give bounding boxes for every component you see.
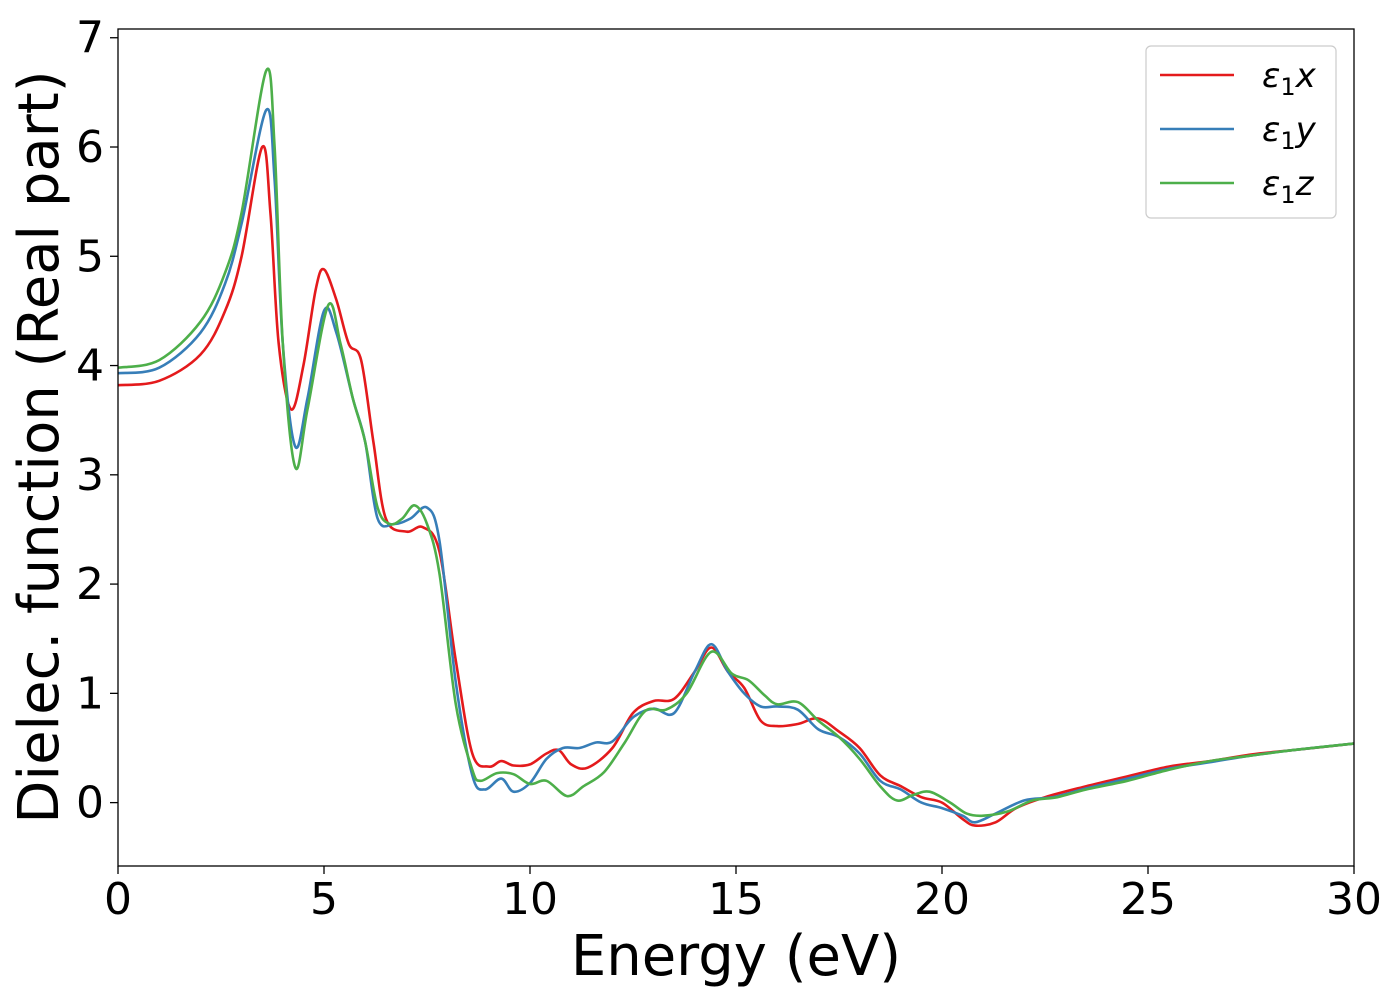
y-tick-label: 7 [76,13,104,64]
plot-frame [117,28,1355,867]
series-line-x [118,144,1354,828]
x-tick-label: 30 [1326,874,1382,925]
y-tick-label: 6 [76,122,104,173]
x-tick-label: 5 [310,874,338,925]
y-tick-label: 3 [76,450,104,501]
axis-ticks: 0 5 10 15 20 25 30 0 1 2 3 4 5 6 7 [76,13,1382,925]
x-tick-label: 15 [708,874,764,925]
y-tick-label: 0 [76,778,104,829]
legend: ε1x ε1y ε1z [1145,45,1337,219]
series-lines [118,67,1354,828]
x-tick-label: 25 [1120,874,1176,925]
x-tick-label: 10 [502,874,558,925]
legend-entries: ε1x ε1y ε1z [1160,56,1317,209]
y-axis-label: Dielec. function (Real part) [7,70,72,823]
y-tick-label: 4 [76,341,104,392]
x-axis-label: Energy (eV) [571,924,901,989]
legend-box [1145,45,1337,219]
x-tick-label: 20 [914,874,970,925]
legend-label-z: ε1z [1262,164,1315,209]
y-tick-label: 2 [76,559,104,610]
series-line-z [118,67,1354,818]
legend-label-x: ε1x [1262,56,1317,101]
series-line-y [118,107,1354,824]
legend-label-y: ε1y [1262,110,1317,155]
y-tick-label: 5 [76,231,104,282]
y-tick-label: 1 [76,668,104,719]
x-tick-label: 0 [104,874,132,925]
